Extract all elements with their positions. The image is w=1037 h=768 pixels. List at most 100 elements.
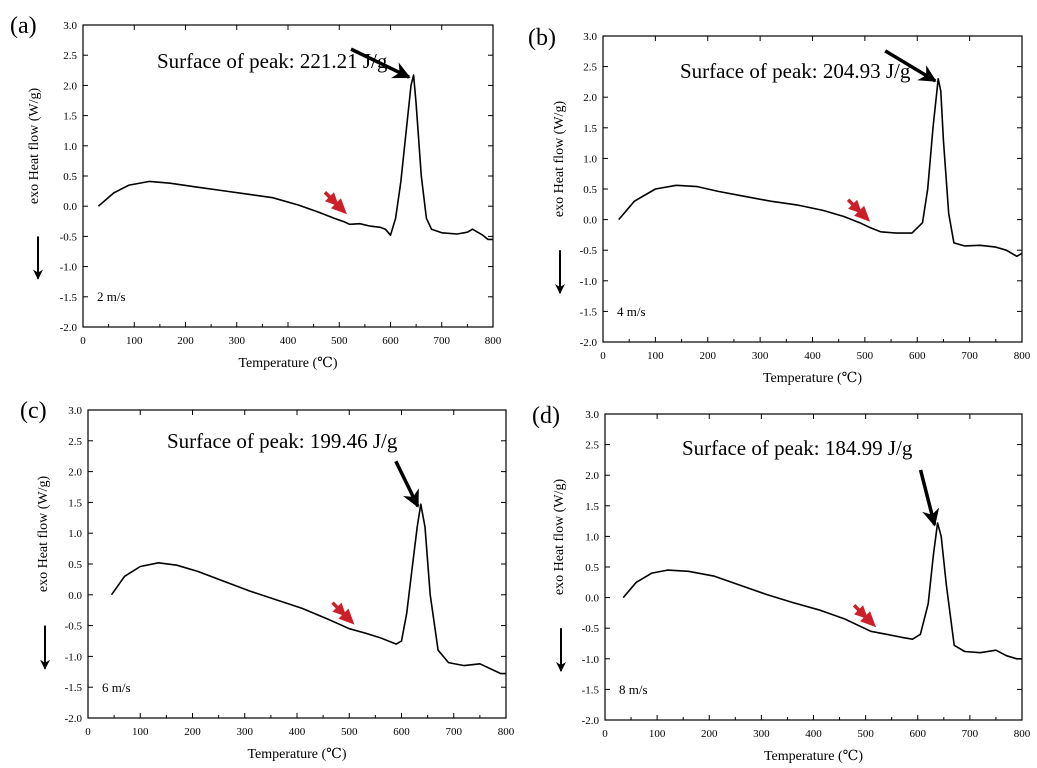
y-tick-label: 0.0	[68, 590, 82, 602]
x-tick-label: 300	[753, 728, 770, 740]
x-tick-label: 700	[434, 335, 451, 347]
heat-flow-line	[618, 78, 1023, 258]
y-tick-label: 2.0	[68, 467, 82, 479]
y-tick-label: 0.5	[585, 562, 599, 574]
x-tick-label: 400	[805, 728, 822, 740]
y-tick-label: -1.5	[60, 292, 78, 304]
y-tick-label: 3.0	[585, 409, 599, 421]
panel-label: (c)	[20, 398, 47, 424]
y-tick-label: 3.0	[583, 31, 597, 43]
y-tick-label: -2.0	[582, 715, 600, 727]
panel-label: (a)	[10, 13, 37, 39]
x-tick-label: 100	[132, 726, 149, 738]
chart-panel-4: 0 100 200 300 400 500 600 700 800 -2.0 -1.5 -1.0 -0.…	[532, 403, 1031, 764]
y-tick-label: 1.0	[68, 528, 82, 540]
y-tick-label: -1.0	[580, 276, 598, 288]
x-tick-label: 500	[857, 350, 874, 362]
x-tick-label: 0	[600, 350, 606, 362]
y-tick-label: 1.5	[585, 501, 599, 513]
onset-arrow-icon	[331, 601, 355, 625]
x-tick-label: 800	[485, 335, 502, 347]
x-tick-label: 0	[85, 726, 91, 738]
x-tick-label: 600	[910, 728, 927, 740]
x-tick-label: 700	[961, 350, 978, 362]
peak-arrow-icon	[884, 49, 937, 83]
peak-annotation: Surface of peak: 204.93 J/g	[680, 59, 911, 83]
chart-panel-1: 0 100 200 300 400 500 600 700 800 -2.0 -1.5 -1.0 -0.…	[10, 13, 502, 371]
x-tick-label: 100	[126, 335, 143, 347]
peak-annotation: Surface of peak: 184.99 J/g	[682, 436, 913, 460]
y-tick-label: -2.0	[580, 337, 598, 349]
y-tick-label: -0.5	[580, 245, 598, 257]
peak-arrow-icon	[394, 460, 420, 508]
y-tick-label: 0.5	[68, 559, 82, 571]
y-tick-label: 0.5	[583, 184, 597, 196]
x-tick-label: 100	[649, 728, 666, 740]
y-tick-label: 1.5	[583, 123, 597, 135]
chart-panel-3: 0 100 200 300 400 500 600 700 800 -2.0 -1.5 -1.0 -0.…	[20, 398, 515, 762]
y-tick-label: 1.0	[583, 153, 597, 165]
x-tick-label: 800	[1014, 350, 1031, 362]
y-tick-label: -1.0	[582, 654, 600, 666]
y-tick-label: 0.5	[63, 171, 77, 183]
x-tick-label: 200	[177, 335, 194, 347]
peak-annotation: Surface of peak: 221.21 J/g	[157, 49, 388, 73]
x-tick-label: 600	[393, 726, 410, 738]
y-tick-label: -0.5	[60, 231, 78, 243]
y-tick-label: 1.5	[63, 111, 77, 123]
y-tick-label: 2.5	[585, 440, 599, 452]
x-tick-label: 200	[701, 728, 718, 740]
y-tick-label: -2.0	[65, 713, 83, 725]
x-tick-label: 700	[962, 728, 979, 740]
y-axis-label: exo Heat flow (W/g)	[36, 476, 51, 593]
y-tick-label: 2.0	[63, 80, 77, 92]
x-tick-label: 500	[331, 335, 348, 347]
y-tick-label: 3.0	[68, 405, 82, 417]
y-axis-label: exo Heat flow (W/g)	[552, 101, 567, 218]
y-tick-label: -0.5	[65, 621, 83, 633]
y-tick-label: 3.0	[63, 20, 77, 32]
x-axis-label: Temperature (℃)	[763, 371, 862, 386]
x-tick-label: 300	[229, 335, 246, 347]
y-tick-label: -1.0	[65, 651, 83, 663]
y-tick-label: 2.0	[585, 470, 599, 482]
y-tick-label: 0.0	[63, 201, 77, 213]
y-tick-label: 1.0	[63, 141, 77, 153]
onset-arrow-icon	[852, 604, 877, 628]
heat-flow-line	[97, 74, 493, 241]
panel-label: (b)	[528, 25, 556, 51]
x-tick-label: 200	[184, 726, 201, 738]
x-tick-label: 700	[446, 726, 463, 738]
x-tick-label: 300	[237, 726, 254, 738]
peak-annotation: Surface of peak: 199.46 J/g	[167, 429, 398, 453]
x-axis-label: Temperature (℃)	[247, 747, 346, 762]
y-tick-label: -1.5	[580, 306, 598, 318]
peak-arrow-icon	[350, 47, 411, 79]
x-axis-label: Temperature (℃)	[238, 356, 337, 371]
y-tick-label: 0.0	[583, 215, 597, 227]
peak-arrow-icon	[918, 469, 940, 527]
x-tick-label: 300	[752, 350, 769, 362]
heat-flow-line	[110, 503, 506, 675]
x-tick-label: 400	[280, 335, 297, 347]
y-axis-label: exo Heat flow (W/g)	[552, 479, 567, 596]
speed-label: 4 m/s	[617, 304, 646, 319]
x-tick-label: 400	[804, 350, 821, 362]
y-tick-label: 1.5	[68, 497, 82, 509]
x-tick-label: 800	[1014, 728, 1031, 740]
speed-label: 2 m/s	[97, 289, 126, 304]
onset-arrow-icon	[846, 198, 871, 222]
x-tick-label: 600	[909, 350, 926, 362]
x-tick-label: 800	[498, 726, 515, 738]
speed-label: 8 m/s	[619, 682, 648, 697]
y-tick-label: 1.0	[585, 531, 599, 543]
y-tick-label: 2.5	[68, 436, 82, 448]
onset-arrow-icon	[323, 191, 347, 215]
speed-label: 6 m/s	[102, 680, 131, 695]
x-tick-label: 200	[700, 350, 717, 362]
x-axis-label: Temperature (℃)	[764, 749, 863, 764]
x-tick-label: 500	[341, 726, 358, 738]
y-tick-label: -1.5	[65, 682, 83, 694]
y-tick-label: -0.5	[582, 623, 600, 635]
